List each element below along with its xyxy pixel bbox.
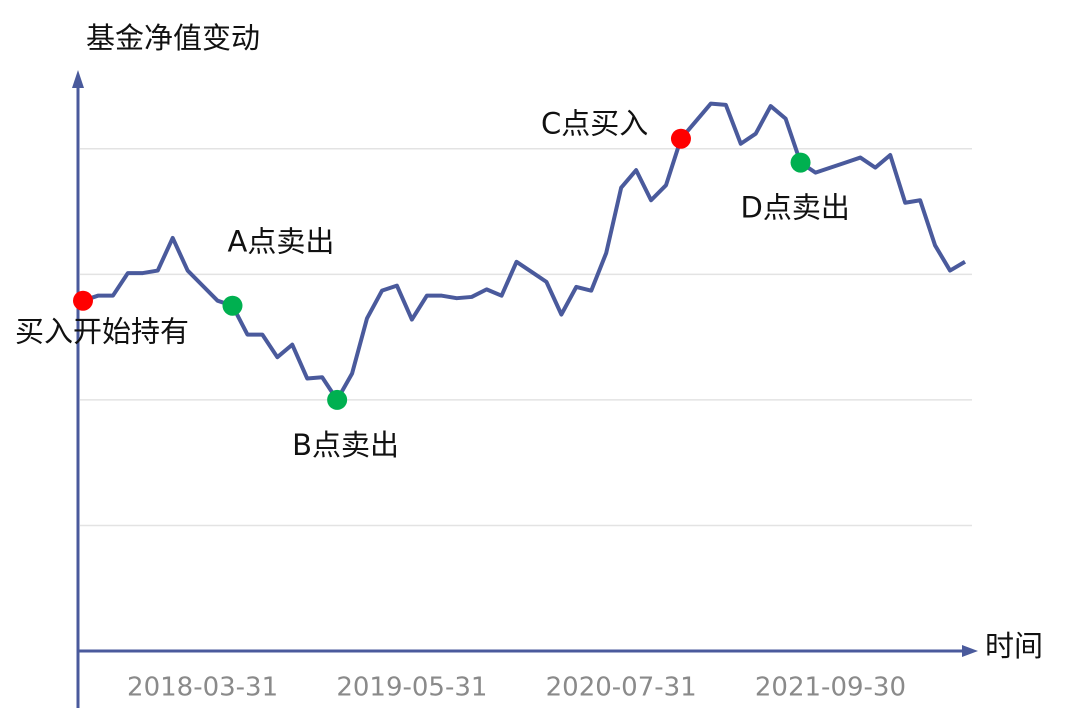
annotation: C点买入 xyxy=(541,107,648,141)
marker-point xyxy=(670,128,691,149)
marker-point xyxy=(327,389,348,410)
x-tick-label: 2020-07-31 xyxy=(546,673,697,703)
x-tick-label: 2018-03-31 xyxy=(127,673,278,703)
annotation: A点卖出 xyxy=(227,225,334,259)
marker-point xyxy=(73,290,93,311)
x-tick-label: 2021-09-30 xyxy=(755,673,906,703)
line-series xyxy=(82,101,967,402)
x-axis-arrow xyxy=(962,645,978,657)
annotation: D点卖出 xyxy=(741,191,850,225)
marker-point xyxy=(222,295,243,316)
annotation: 买入开始持有 xyxy=(15,315,189,349)
marker-point xyxy=(790,152,811,173)
annotation: B点卖出 xyxy=(292,428,399,462)
x-tick-label: 2019-05-31 xyxy=(336,673,487,703)
x-axis-label: 时间 xyxy=(985,629,1043,663)
y-axis-arrow xyxy=(72,70,84,88)
y-axis-label: 基金净值变动 xyxy=(86,21,260,55)
